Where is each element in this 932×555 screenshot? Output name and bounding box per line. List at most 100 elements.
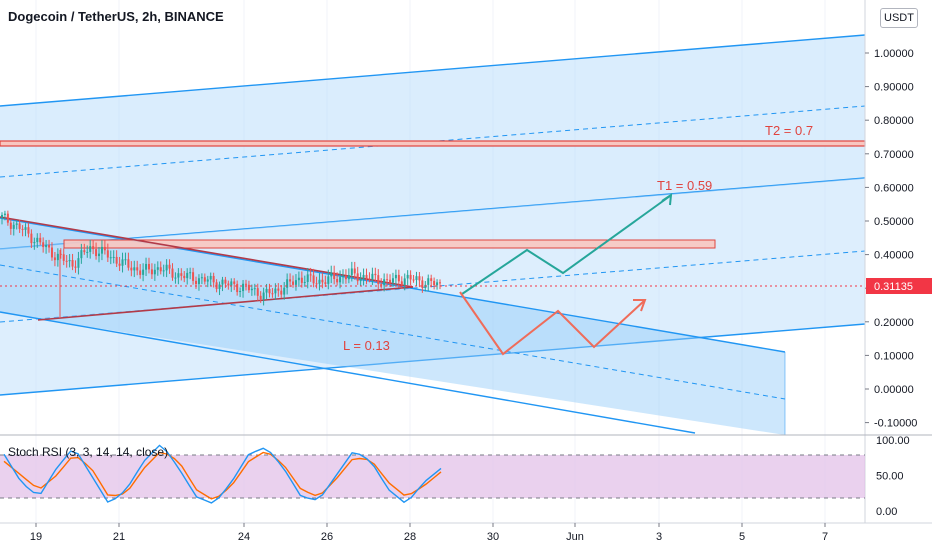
candle-body[interactable] <box>353 268 356 274</box>
candle-body[interactable] <box>371 273 374 280</box>
candle-body[interactable] <box>394 274 397 279</box>
candle-body[interactable] <box>147 263 150 270</box>
candle-body[interactable] <box>200 277 203 279</box>
candle-body[interactable] <box>33 242 36 244</box>
candle-body[interactable] <box>36 237 39 243</box>
bearish-projection-path[interactable] <box>459 291 645 356</box>
candle-body[interactable] <box>339 277 342 283</box>
candle-body[interactable] <box>92 246 95 250</box>
candle-body[interactable] <box>244 283 247 285</box>
candle-body[interactable] <box>62 254 65 261</box>
candle-body[interactable] <box>374 273 377 276</box>
candle-body[interactable] <box>233 281 236 284</box>
descending-channel-bottom-line[interactable] <box>0 311 696 434</box>
candle-body[interactable] <box>341 275 344 278</box>
candle-body[interactable] <box>283 287 286 295</box>
candle-body[interactable] <box>230 281 233 286</box>
candle-body[interactable] <box>133 267 136 271</box>
candle-body[interactable] <box>268 288 271 294</box>
candle-body[interactable] <box>192 272 195 281</box>
candle-body[interactable] <box>336 279 339 283</box>
stoch-k-line[interactable] <box>3 444 442 504</box>
candle-body[interactable] <box>18 223 21 229</box>
candle-body[interactable] <box>309 274 312 276</box>
candle-body[interactable] <box>436 282 439 286</box>
candle-body[interactable] <box>77 258 80 268</box>
candle-body[interactable] <box>327 276 330 284</box>
candle-body[interactable] <box>439 282 441 284</box>
candle-body[interactable] <box>412 279 415 281</box>
time-axis[interactable]: 19 21 24 26 28 30 Jun 3 5 7 <box>30 523 828 543</box>
candle-body[interactable] <box>239 291 242 293</box>
candle-body[interactable] <box>139 270 142 275</box>
candle-body[interactable] <box>400 281 403 286</box>
upper-channel-top-line[interactable] <box>0 34 866 107</box>
candle-body[interactable] <box>218 284 221 289</box>
candle-body[interactable] <box>80 250 83 259</box>
candle-body[interactable] <box>333 272 336 280</box>
candle-body[interactable] <box>6 213 9 223</box>
candle-body[interactable] <box>292 281 295 285</box>
candle-body[interactable] <box>421 280 424 288</box>
candle-body[interactable] <box>162 270 165 272</box>
candle-body[interactable] <box>315 283 318 285</box>
candle-body[interactable] <box>206 279 209 282</box>
candle-body[interactable] <box>165 264 168 271</box>
candle-body[interactable] <box>98 253 101 257</box>
candle-body[interactable] <box>186 272 189 279</box>
candle-body[interactable] <box>427 278 430 285</box>
candlesticks[interactable] <box>1 210 441 318</box>
candle-body[interactable] <box>3 213 6 215</box>
candle-body[interactable] <box>112 256 115 258</box>
candle-body[interactable] <box>397 274 400 282</box>
candle-body[interactable] <box>409 274 412 280</box>
candle-body[interactable] <box>159 267 162 272</box>
candle-body[interactable] <box>203 277 206 282</box>
currency-selector[interactable]: USDT <box>880 8 918 28</box>
candle-body[interactable] <box>286 279 289 288</box>
candle-body[interactable] <box>271 293 274 295</box>
candle-body[interactable] <box>224 279 227 284</box>
candle-body[interactable] <box>368 278 371 280</box>
candle-body[interactable] <box>45 245 48 248</box>
candle-body[interactable] <box>362 274 365 279</box>
candle-body[interactable] <box>303 281 306 283</box>
candle-body[interactable] <box>389 279 392 283</box>
candle-body[interactable] <box>247 284 250 291</box>
t2-level-zone[interactable] <box>0 140 866 147</box>
candle-body[interactable] <box>259 295 262 300</box>
resistance-zone[interactable] <box>63 239 716 249</box>
candle-body[interactable] <box>21 228 24 230</box>
candle-body[interactable] <box>195 280 198 285</box>
candle-body[interactable] <box>294 280 297 285</box>
candle-body[interactable] <box>350 268 353 276</box>
candle-body[interactable] <box>168 264 171 269</box>
candle-body[interactable] <box>42 242 45 248</box>
candle-body[interactable] <box>24 227 27 230</box>
candle-body[interactable] <box>109 257 112 259</box>
candle-body[interactable] <box>106 250 109 258</box>
candle-body[interactable] <box>250 288 253 291</box>
candle-body[interactable] <box>383 279 386 286</box>
candle-body[interactable] <box>347 275 350 280</box>
candle-body[interactable] <box>280 290 283 295</box>
candle-body[interactable] <box>365 274 368 279</box>
candle-body[interactable] <box>221 279 224 285</box>
candle-body[interactable] <box>136 267 139 271</box>
candle-body[interactable] <box>324 282 327 284</box>
candle-body[interactable] <box>312 275 315 284</box>
candle-body[interactable] <box>65 260 68 262</box>
candle-body[interactable] <box>359 278 362 282</box>
candle-body[interactable] <box>209 275 212 280</box>
candle-body[interactable] <box>227 283 230 286</box>
candle-body[interactable] <box>180 273 183 276</box>
triangle-upper-line[interactable] <box>0 216 414 288</box>
candle-body[interactable] <box>406 274 409 279</box>
candle-body[interactable] <box>39 237 42 243</box>
candle-body[interactable] <box>433 280 436 286</box>
candle-body[interactable] <box>330 272 333 277</box>
candle-body[interactable] <box>289 279 292 282</box>
candle-body[interactable] <box>183 275 186 279</box>
candle-body[interactable] <box>142 269 145 275</box>
